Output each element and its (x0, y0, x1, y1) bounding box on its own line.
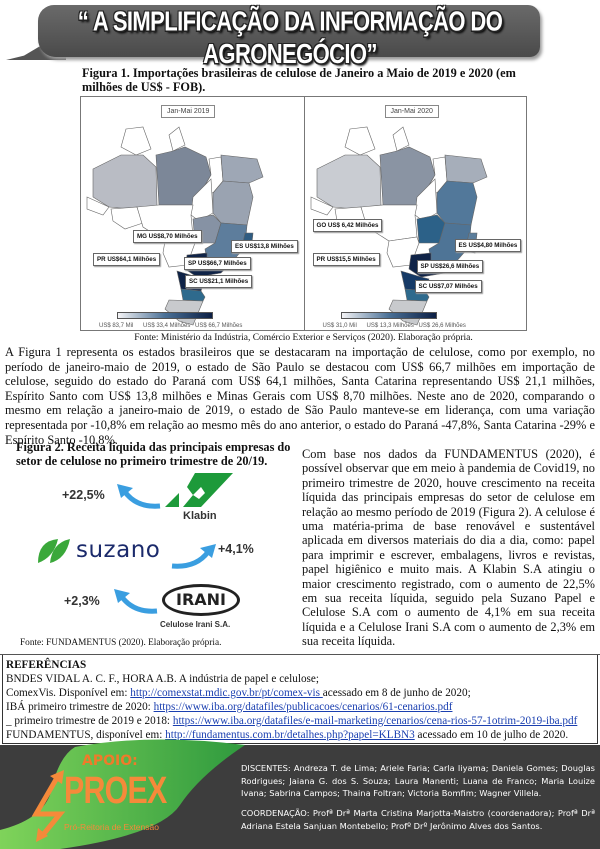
map-panel-2019: Jan-Mai 2019 MG US$8,70 Milhões ES US$13… (81, 97, 304, 330)
arrow-up-left-icon (114, 589, 158, 614)
figure1-maps: Jan-Mai 2019 MG US$8,70 Milhões ES US$13… (80, 96, 527, 331)
state-label-sc: SC US$7,07 Milhões (414, 280, 482, 293)
state-ro (110, 206, 144, 230)
state-label-es: ES US$4,80 Milhões (454, 239, 522, 252)
reference-link[interactable]: http://comexstat.mdic.gov.br/pt/comex-vi… (130, 687, 323, 699)
reference-link[interactable]: https://www.iba.org/datafiles/e-mail-mar… (172, 715, 578, 727)
proex-logo-text: PROEX (64, 770, 167, 812)
state-label-sp: SP US$26,6 Milhões (416, 260, 484, 273)
state-ap (392, 126, 409, 152)
title-banner (38, 5, 540, 57)
brazil-map-2020 (310, 126, 487, 326)
reference-item: _ primeiro trimestre de 2019 e 2018: htt… (6, 714, 596, 728)
references-heading: REFERÊNCIAS (6, 659, 87, 671)
klabin-logo (165, 473, 233, 507)
brazil-map-2019 (86, 126, 264, 326)
state-label-sp: SP US$66,7 Milhões (184, 257, 251, 270)
reference-text: FUNDAMENTUS, disponível em: (6, 729, 166, 741)
divider (0, 654, 600, 655)
state-ba (436, 180, 477, 226)
figure2-graphic: +22,5% Klabin suzano +4,1% +2,3% IRANI C… (0, 470, 300, 638)
state-rr (344, 126, 375, 156)
figure2-caption: Figura 2. Receita líquida das principais… (16, 440, 291, 468)
reference-text: _ primeiro trimestre de 2019 e 2018: (6, 715, 173, 727)
color-legend-bar (117, 312, 213, 319)
figure2-source: Fonte: FUNDAMENTUS (2020). Elaboração pr… (20, 638, 222, 648)
proex-subtitle: Pró-Reitoria de Extensão (64, 822, 159, 832)
reference-text: acessado em 10 de julho de 2020. (414, 729, 569, 741)
state-ba (212, 180, 254, 226)
state-label-es: ES US$13,8 Milhões (231, 240, 298, 253)
state-label-sc: SC US$21,1 Milhões (185, 275, 253, 288)
proex-arrows-icon (31, 770, 66, 842)
state-label-go: GO US$ 6,42 Milhões (312, 219, 383, 232)
state-rr (120, 126, 152, 156)
reference-item: FUNDAMENTUS, disponível em: http://funda… (6, 728, 596, 742)
irani-change: +2,3% (64, 594, 100, 608)
map-panel-2020: Jan-Mai 2020 GO US$ 6,42 Milhões ES US$4… (303, 97, 527, 330)
legend-tick-min: US$ 83,7 Mil (99, 323, 134, 329)
page-title: “ A SIMPLIFICAÇÃO DA INFORMAÇÃO DO AGRON… (77, 5, 503, 70)
state-ne (444, 154, 487, 184)
reference-item: BNDES VIDAL A. C. F., HORA A.B. A indúst… (6, 672, 596, 686)
map-title: Jan-Mai 2019 (161, 105, 216, 118)
state-ne (220, 154, 264, 184)
state-mg (428, 222, 471, 264)
figure1-source: Fonte: Ministério da Indústria, Comércio… (134, 333, 473, 343)
state-sc (180, 288, 206, 302)
paragraph-figure1: A Figura 1 representa os estados brasile… (5, 345, 595, 447)
reference-link[interactable]: https://www.iba.org/datafiles/publicacoe… (153, 701, 453, 713)
paragraph-figure2: Com base nos dados da FUNDAMENTUS (2020)… (302, 447, 595, 649)
state-mg (204, 222, 248, 264)
reference-text: ComexVis. Disponível em: (6, 687, 131, 699)
legend-tick-mid: US$ 33,4 Milhões (143, 323, 191, 329)
reference-item: ComexVis. Disponível em: http://comexsta… (6, 686, 596, 700)
suzano-change: +4,1% (218, 542, 254, 556)
state-am (316, 154, 381, 210)
suzano-name: suzano (76, 537, 161, 563)
suzano-leaf-logo (38, 539, 70, 563)
coordination-list: COORDENAÇÃO: Profª Drª Marta Cristina Ma… (241, 808, 595, 831)
state-am (92, 154, 158, 210)
reference-text: BNDES VIDAL A. C. F., HORA A.B. A indúst… (6, 673, 319, 685)
legend-tick-min: US$ 31,0 Mil (322, 323, 357, 329)
state-ac (310, 196, 333, 216)
color-legend-bar (340, 312, 437, 319)
state-label-pr: PR US$15,5 Milhões (312, 253, 380, 266)
figure1-caption: Figura 1. Importações brasileiras de cel… (82, 66, 516, 94)
references-box (2, 655, 598, 744)
green-swoosh (0, 739, 245, 849)
support-label: APOIO: (82, 753, 138, 769)
legend-tick-max: US$ 26,6 Milhões (418, 323, 466, 329)
state-label-mg: MG US$8,70 Milhões (133, 230, 202, 243)
arrow-up-left-icon (117, 484, 161, 509)
legend-tick-mid: US$ 13,3 Milhões (366, 323, 414, 329)
students-list: DISCENTES: Andreza T. de Lima; Ariele Fa… (241, 763, 595, 799)
klabin-name: Klabin (183, 510, 217, 522)
klabin-change: +22,5% (62, 488, 105, 502)
state-ac (86, 196, 110, 216)
reference-item: IBÁ primeiro trimestre de 2020: https://… (6, 700, 596, 714)
map-title: Jan-Mai 2020 (384, 105, 439, 118)
irani-subtitle: Celulose Irani S.A. (160, 620, 231, 629)
state-ap (168, 126, 186, 152)
irani-logo: IRANI (162, 584, 240, 616)
reference-text: IBÁ primeiro trimestre de 2020: (6, 701, 154, 713)
reference-link[interactable]: http://fundamentus.com.br/detalhes.php?p… (165, 729, 415, 741)
arrow-up-right-icon (171, 544, 216, 569)
references: REFERÊNCIAS BNDES VIDAL A. C. F., HORA A… (6, 658, 596, 742)
state-label-pr: PR US$64,1 Milhões (93, 253, 161, 266)
reference-text: acessado em 8 de junho de 2020; (322, 687, 471, 699)
legend-tick-max: US$ 66,7 Milhões (195, 323, 243, 329)
